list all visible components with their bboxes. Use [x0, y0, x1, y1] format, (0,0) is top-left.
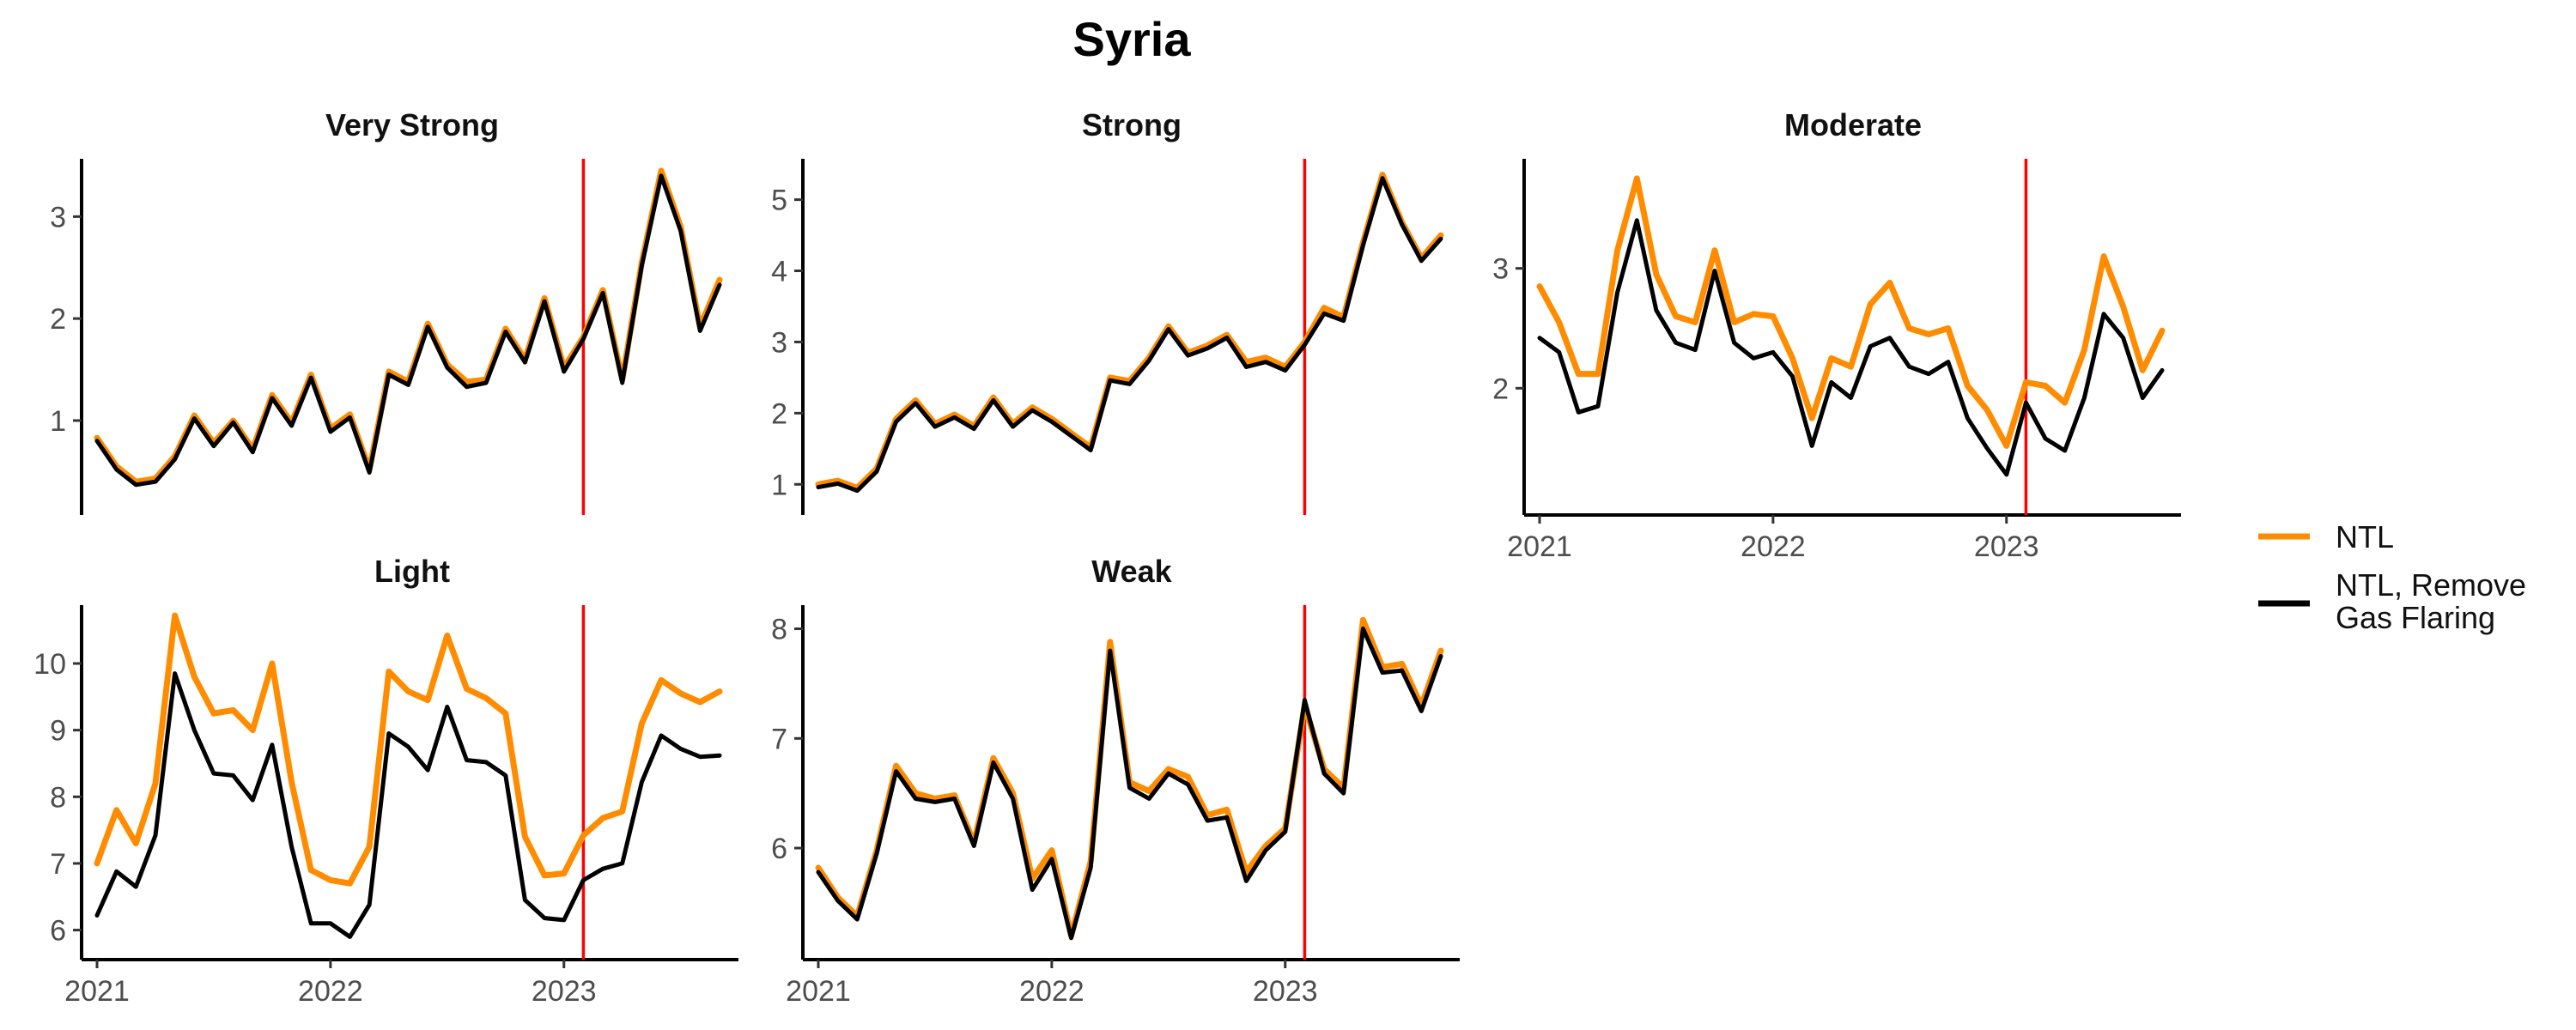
y-tick-label: 2	[1492, 373, 1509, 405]
panel-title-moderate: Moderate	[1784, 107, 1922, 142]
y-tick-label: 8	[50, 781, 66, 814]
panel-moderate: Moderate 2 3 2021 2022 2023	[1492, 107, 2181, 563]
panel-title-light: Light	[374, 554, 450, 589]
y-tick-label: 7	[771, 723, 787, 755]
panel-strong: Strong 1 2 3 4 5	[771, 107, 1444, 515]
series-line-ntl	[94, 612, 723, 887]
y-tick-label: 3	[1492, 253, 1509, 286]
x-tick-label: 2021	[1507, 530, 1572, 563]
legend-label-line-1: NTL, Remove	[2336, 567, 2526, 603]
panel-weak: Weak 6 7 8 2021 2022 2023	[771, 554, 1460, 1008]
x-tick-label: 2021	[64, 975, 130, 1008]
series-line-ntl-remove-gas-flaring	[1537, 218, 2165, 477]
legend: NTL NTL, Remove Gas Flaring	[2258, 519, 2535, 635]
series-line-ntl-remove-gas-flaring	[816, 627, 1443, 941]
y-tick-label: 9	[50, 715, 66, 748]
x-tick-label: 2023	[1974, 530, 2039, 563]
y-tick-label: 3	[771, 326, 787, 359]
series-line-ntl-remove-gas-flaring	[94, 173, 722, 488]
y-tick-label: 6	[771, 833, 787, 865]
y-tick-label: 8	[771, 614, 787, 646]
panel-light: Light 6 7 8 9 10 2021 2022 2023	[33, 554, 738, 1008]
y-tick-label: 5	[771, 185, 787, 217]
panel-very-strong: Very Strong 1 2 3	[50, 107, 723, 515]
series-line-ntl	[815, 172, 1444, 491]
y-tick-label: 4	[771, 256, 787, 288]
y-tick-label: 7	[50, 848, 66, 881]
series-line-ntl-remove-gas-flaring	[816, 176, 1443, 494]
x-tick-label: 2023	[532, 975, 597, 1008]
series-line-ntl	[1536, 175, 2166, 449]
x-tick-label: 2022	[1741, 530, 1806, 563]
y-tick-label: 2	[771, 397, 787, 430]
panel-title-weak: Weak	[1091, 554, 1172, 589]
legend-label-ntl: NTL	[2336, 519, 2394, 554]
y-tick-label: 10	[33, 648, 66, 681]
x-tick-label: 2021	[786, 975, 851, 1008]
panel-title-very-strong: Very Strong	[325, 107, 499, 142]
legend-label-line-2: Gas Flaring	[2336, 600, 2495, 635]
panel-title-strong: Strong	[1082, 107, 1182, 142]
x-tick-label: 2022	[1019, 975, 1084, 1008]
chart-title: Syria	[1073, 12, 1192, 66]
series-line-ntl	[94, 167, 723, 485]
y-tick-label: 6	[50, 915, 66, 948]
y-tick-label: 1	[771, 469, 787, 501]
x-tick-label: 2023	[1253, 975, 1318, 1008]
series-line-ntl-remove-gas-flaring	[94, 671, 722, 939]
x-tick-label: 2022	[298, 975, 363, 1008]
legend-label-ntl-remove-gas-flaring: NTL, Remove Gas Flaring	[2336, 567, 2535, 635]
y-tick-label: 3	[50, 201, 66, 233]
y-tick-label: 2	[50, 303, 66, 336]
y-tick-label: 1	[50, 405, 66, 438]
